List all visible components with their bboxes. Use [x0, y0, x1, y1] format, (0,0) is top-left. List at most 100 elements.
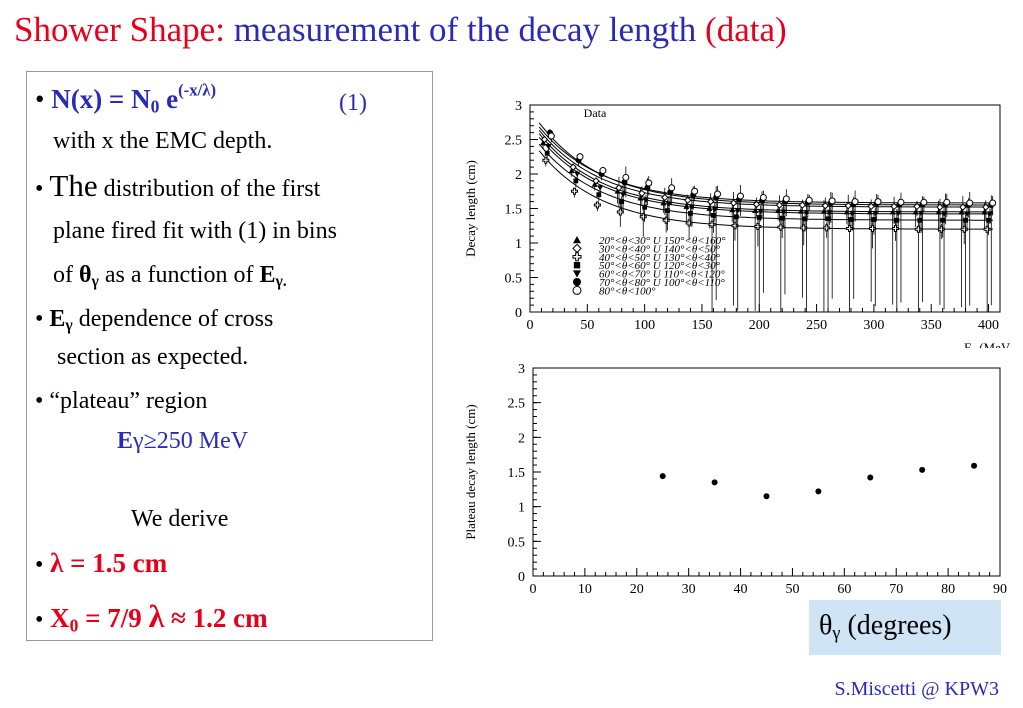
legend: 20°<θ<30° U 150°<θ<160°30°<θ<40° U 140°<… [572, 235, 726, 297]
y-tick-label: 1 [515, 237, 522, 252]
bullet-distribution: • The distribution of the first [35, 168, 320, 204]
slide-title: Shower Shape: measurement of the decay l… [14, 10, 787, 50]
bullet2-line2: plane fired fit with (1) in bins [53, 218, 337, 244]
inverted-triangle-point [573, 270, 581, 278]
open-diamond-point [569, 163, 577, 171]
bullet-mark: • [35, 552, 44, 578]
open-circle-point [576, 153, 584, 161]
open-cross-point [846, 225, 854, 233]
legend-entry: 20°<θ<30° U 150°<θ<160° [599, 235, 726, 247]
x-tick-label: 0 [527, 318, 534, 333]
y-tick-label: 1.5 [505, 203, 523, 218]
bullet1-line2: with x the EMC depth. [53, 128, 273, 154]
x-tick-label: 350 [921, 318, 942, 333]
filled-square-point [848, 217, 854, 222]
gamma-sub: γ [91, 272, 99, 290]
y-tick-label: 0 [518, 570, 525, 585]
bullet2-first-word: The [49, 168, 98, 203]
x-tick-label: 90 [993, 582, 1007, 597]
open-cross-point [937, 225, 945, 233]
formula-lhs: N(x) = N0 e(-x/λ) [51, 82, 216, 116]
open-cross-point [777, 223, 785, 231]
energy-symbol: E [117, 428, 134, 454]
open-circle-point [828, 197, 836, 205]
lambda-value: λ = 1.5 cm [50, 548, 168, 578]
y-tick-label: 0.5 [505, 272, 523, 287]
title-part2: measurement of the decay length [233, 10, 697, 49]
theta-symbol: θ [819, 610, 833, 641]
open-circle-point [851, 198, 859, 206]
open-circle-point [966, 199, 974, 207]
energy-symbol: E [259, 262, 276, 288]
x-tick-label: 40 [734, 582, 748, 597]
x-tick-label: 70 [889, 582, 903, 597]
filled-square-point [894, 217, 900, 223]
open-diamond-point [844, 202, 852, 210]
filled-square-point [940, 217, 946, 223]
open-circle-point [759, 193, 767, 201]
formula-n: N(x) = N [51, 84, 151, 114]
open-cross-point [542, 156, 550, 164]
legend-entry: 30°<θ<40° U 140°<θ<50° [598, 243, 721, 255]
open-diamond-point [959, 203, 967, 211]
open-circle-point [668, 184, 676, 192]
series-4 [544, 149, 991, 312]
open-diamond-point [638, 189, 646, 198]
open-cross-point [708, 220, 716, 228]
open-circle-point [989, 199, 997, 207]
open-diamond-point [821, 202, 830, 210]
open-circle-point [897, 198, 905, 206]
filled-square-point [596, 192, 602, 198]
y-tick-label: 2.5 [508, 397, 526, 412]
legend-entry: 60°<θ<70° U 110°<θ<120° [599, 269, 725, 281]
open-diamond-point [540, 135, 549, 144]
bullet-mark: • [35, 176, 44, 202]
filled-square-point [665, 208, 670, 213]
open-diamond-point [592, 177, 600, 185]
open-cross-point [914, 225, 922, 233]
x-tick-label: 50 [580, 318, 594, 333]
gamma-sub: γ. [275, 272, 287, 290]
open-cross-point [823, 224, 831, 232]
open-circle-point [714, 190, 722, 198]
open-cross-point [570, 187, 578, 195]
filled-square-point [963, 217, 969, 223]
bullet3-rest: dependence of cross [78, 306, 274, 332]
x-tick-label: 0 [530, 582, 537, 597]
open-circle-point [920, 198, 928, 206]
bullet4-text: “plateau” region [49, 388, 208, 414]
filled-square-point [642, 204, 648, 210]
inverted-triangle-point [597, 185, 604, 191]
x0-sub: 0 [69, 615, 79, 636]
e-gamma: Eγ. [259, 262, 287, 290]
filled-square-point [733, 214, 739, 220]
y-tick-label: 0.5 [508, 535, 526, 550]
open-circle-point [645, 179, 653, 187]
y-tick-label: 2 [515, 168, 522, 183]
open-cross-point [572, 252, 582, 262]
y-axis-label: Plateau decay length (cm) [463, 404, 478, 539]
lambda-result: • λ = 1.5 cm [35, 548, 167, 579]
fit-curve [538, 143, 994, 221]
open-circle-point [572, 285, 582, 295]
open-circle-point [805, 196, 813, 204]
open-diamond-point [684, 196, 692, 204]
x-tick-label: 50 [785, 582, 799, 597]
bullet-mark: • [35, 388, 44, 414]
bullet2-line3: of θγ as a function of Eγ. [53, 262, 287, 289]
text-of: of [53, 262, 73, 288]
title-part3: (data) [705, 10, 787, 49]
open-cross-point [960, 225, 968, 233]
fit-curve [538, 122, 994, 206]
filled-square-point [779, 215, 785, 221]
x-tick-label: 400 [978, 318, 999, 333]
theta-symbol: θ [79, 262, 92, 288]
open-circle-point [622, 173, 630, 181]
open-diamond-point [798, 201, 807, 209]
y-axis-label: Decay length (cm) [463, 160, 478, 257]
open-diamond-point [867, 202, 875, 211]
data-point [867, 474, 874, 481]
open-circle-point [943, 198, 951, 206]
plot-frame [532, 367, 1001, 577]
open-diamond-point [775, 201, 784, 209]
